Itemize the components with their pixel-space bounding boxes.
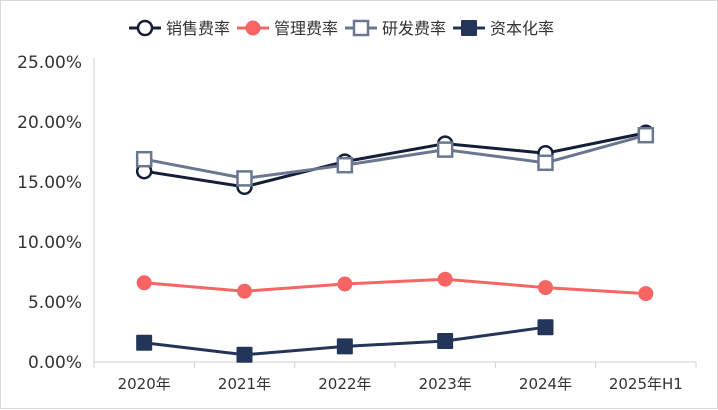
y-tick-label: 0.00% bbox=[28, 353, 82, 373]
x-tick-label: 2022年 bbox=[318, 375, 371, 393]
y-tick-label: 20.00% bbox=[17, 113, 82, 133]
data-point-series-3 bbox=[336, 338, 353, 355]
data-point-series-3 bbox=[437, 333, 454, 349]
x-tick-label: 2025年H1 bbox=[609, 375, 683, 393]
y-tick-label: 15.00% bbox=[17, 173, 82, 193]
series-line-0 bbox=[143, 131, 647, 189]
data-point-series-1 bbox=[237, 283, 252, 299]
x-tick-label: 2020年 bbox=[118, 375, 171, 393]
data-point-series-2 bbox=[436, 141, 454, 158]
data-point-series-2 bbox=[336, 156, 354, 174]
data-point-series-1 bbox=[437, 271, 453, 287]
x-tick-label: 2023年 bbox=[419, 375, 472, 393]
legend-label: 销售费率 bbox=[166, 19, 230, 38]
data-point-series-1 bbox=[136, 275, 152, 291]
legend-label: 研发费率 bbox=[382, 19, 446, 38]
data-point-series-1 bbox=[638, 286, 654, 302]
series-line-1 bbox=[144, 277, 646, 296]
series-line-2 bbox=[143, 133, 647, 180]
legend-marker bbox=[352, 19, 370, 37]
data-point-series-1 bbox=[337, 276, 353, 292]
data-point-series-2 bbox=[537, 154, 554, 172]
data-point-series-2 bbox=[236, 170, 253, 187]
data-point-series-3 bbox=[136, 334, 153, 351]
legend-label: 资本化率 bbox=[490, 19, 554, 38]
data-point-series-2 bbox=[135, 150, 153, 168]
y-tick-label: 5.00% bbox=[28, 293, 82, 313]
data-point-series-3 bbox=[537, 319, 554, 336]
data-point-series-1 bbox=[538, 280, 553, 296]
legend-marker bbox=[461, 20, 477, 36]
y-tick-label: 25.00% bbox=[17, 53, 82, 73]
y-tick-label: 10.00% bbox=[17, 233, 82, 253]
legend-label: 管理费率 bbox=[274, 19, 338, 38]
x-tick-label: 2021年 bbox=[218, 375, 271, 393]
legend-marker bbox=[245, 20, 261, 36]
data-point-series-2 bbox=[637, 126, 655, 144]
x-tick-label: 2024年 bbox=[519, 375, 572, 393]
legend-marker bbox=[136, 19, 154, 37]
data-point-series-3 bbox=[236, 346, 253, 363]
